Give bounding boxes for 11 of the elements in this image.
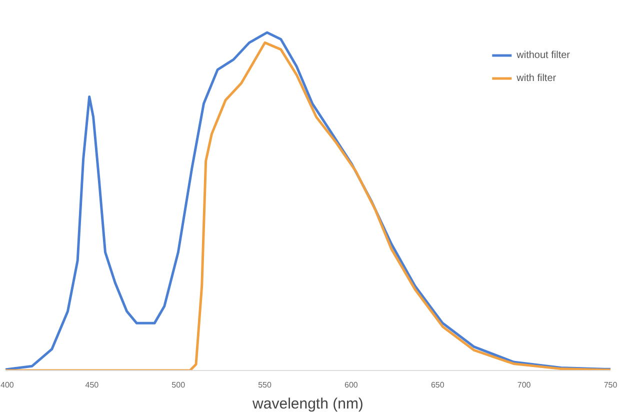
legend-label: without filter	[516, 50, 570, 60]
x-tick-label: 700	[517, 380, 532, 390]
x-tick-label: 550	[258, 380, 272, 390]
x-tick-label: 500	[172, 380, 186, 390]
x-tick-label: 450	[85, 380, 100, 390]
x-tick-label: 750	[604, 380, 618, 390]
x-tick-label: 600	[344, 380, 358, 390]
legend-label: with filter	[516, 72, 556, 84]
x-tick-label: 650	[430, 380, 445, 390]
x-axis-title: wavelength (nm)	[252, 396, 364, 412]
x-tick-label: 400	[0, 380, 14, 390]
